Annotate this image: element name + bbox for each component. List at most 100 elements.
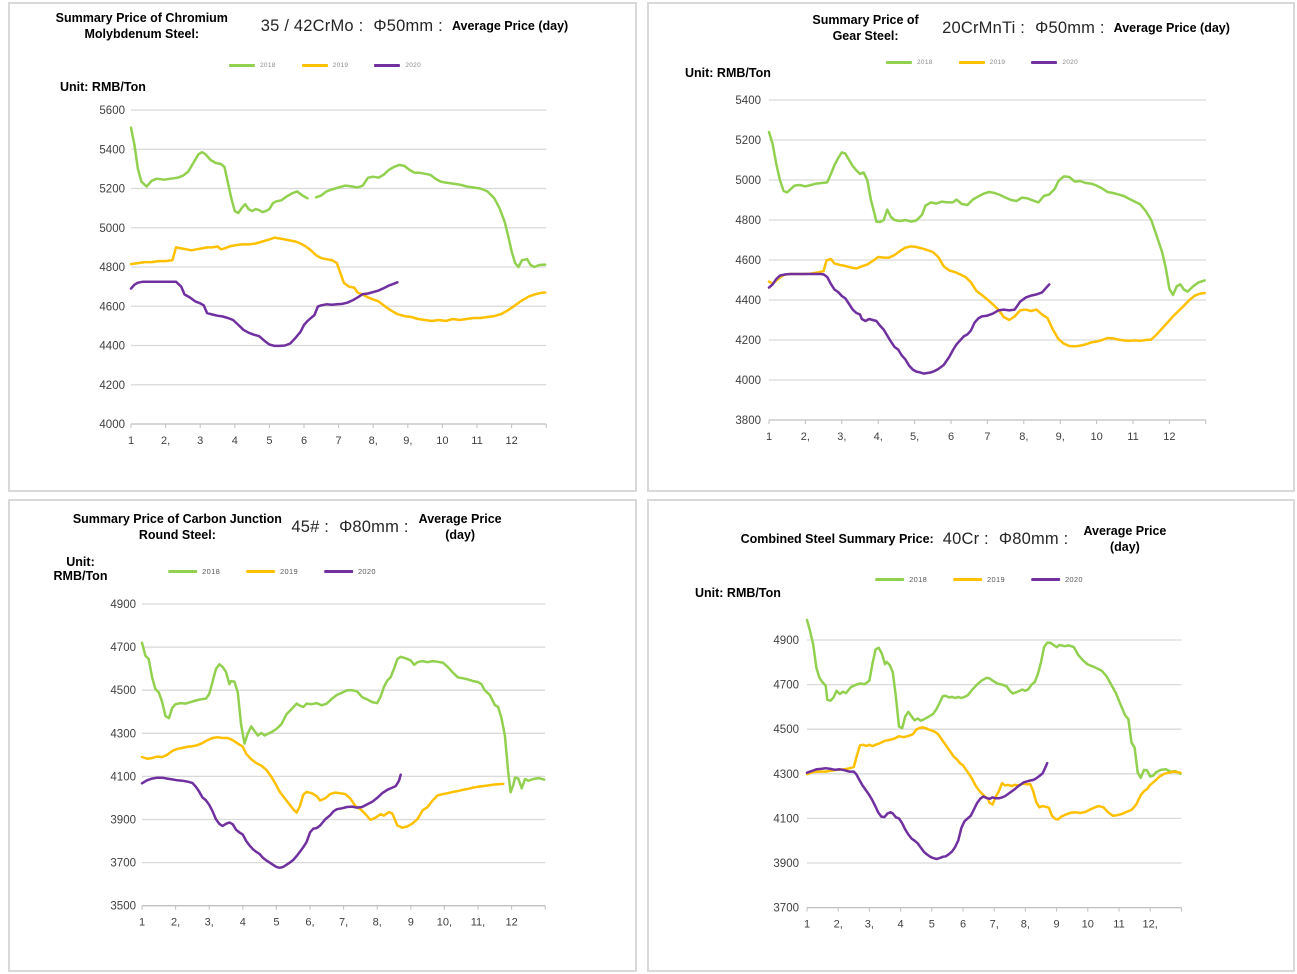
svg-text:4,: 4,	[874, 431, 883, 443]
svg-text:3800: 3800	[735, 415, 761, 427]
chart-panel-combined-steel: Combined Steel Summary Price: 40Cr : Φ80m…	[647, 499, 1295, 972]
svg-text:4000: 4000	[99, 419, 125, 431]
chart-title: Summary Price of Gear Steel: 20CrMnTi :Φ…	[729, 12, 1297, 45]
chart-legend: 2018 2019 2020	[228, 62, 421, 69]
svg-text:3900: 3900	[110, 815, 136, 827]
chart-title-metric: Average Price (day)	[451, 19, 569, 34]
svg-text:5: 5	[273, 917, 279, 929]
svg-text:4400: 4400	[735, 295, 761, 307]
svg-text:9: 9	[408, 917, 414, 929]
legend-line-icon	[301, 64, 328, 67]
svg-text:4: 4	[240, 917, 246, 929]
svg-text:4200: 4200	[735, 335, 761, 347]
legend-item-2018: 2018	[228, 62, 276, 69]
chart-title-spec: 35 / 42CrMo : Φ50mm :	[260, 16, 443, 35]
svg-text:9,: 9,	[1056, 431, 1065, 443]
svg-text:2,: 2,	[834, 919, 843, 931]
svg-text:5000: 5000	[99, 223, 125, 235]
svg-text:4500: 4500	[773, 724, 799, 736]
svg-text:3500: 3500	[110, 901, 136, 913]
svg-text:12,: 12,	[1143, 919, 1158, 931]
svg-text:3,: 3,	[865, 919, 874, 931]
legend-line-icon	[374, 64, 401, 67]
chart-title-metric: Average Price (day)	[418, 512, 502, 543]
chart-title: Summary Price of Carbon Junction Round S…	[10, 511, 565, 544]
svg-text:6: 6	[948, 431, 954, 443]
svg-text:4400: 4400	[99, 341, 125, 353]
svg-text:7,: 7,	[339, 917, 348, 929]
svg-text:11,: 11,	[471, 917, 485, 929]
svg-text:8,: 8,	[373, 917, 382, 929]
svg-text:6: 6	[301, 435, 307, 447]
svg-text:10: 10	[1090, 431, 1102, 443]
chart-title-metric: Average Price (day)	[1083, 524, 1167, 555]
chart-title: Combined Steel Summary Price: 40Cr : Φ80m…	[669, 523, 1244, 556]
svg-text:3,: 3,	[205, 917, 214, 929]
svg-text:5200: 5200	[735, 135, 761, 147]
svg-text:3: 3	[197, 435, 203, 447]
legend-line-icon	[1031, 61, 1058, 64]
svg-text:4: 4	[898, 919, 904, 931]
svg-text:5: 5	[266, 435, 272, 447]
svg-text:4700: 4700	[773, 680, 799, 692]
svg-text:3700: 3700	[110, 858, 136, 870]
svg-text:2,: 2,	[171, 917, 180, 929]
svg-text:5200: 5200	[99, 184, 125, 196]
svg-text:4600: 4600	[735, 255, 761, 267]
chart-title: Summary Price of Chromium Molybdenum Ste…	[20, 10, 580, 43]
svg-text:4200: 4200	[99, 380, 125, 392]
svg-text:9: 9	[1054, 919, 1060, 931]
legend-line-icon	[953, 578, 983, 581]
svg-text:12: 12	[505, 435, 517, 447]
legend-item-2020: 2020	[1030, 575, 1083, 584]
chart-legend: 2018 2019 2020	[885, 59, 1078, 66]
svg-text:8,: 8,	[369, 435, 378, 447]
chart-title-product: Summary Price of Chromium Molybdenum Ste…	[55, 11, 228, 42]
svg-text:1: 1	[766, 431, 772, 443]
chart-panel-carbon-round-steel: Summary Price of Carbon Junction Round S…	[8, 499, 637, 972]
chart-panel-gear-steel: Summary Price of Gear Steel: 20CrMnTi :Φ…	[647, 2, 1295, 492]
legend-item-2019: 2019	[246, 567, 298, 576]
svg-text:3700: 3700	[773, 903, 799, 915]
svg-text:1: 1	[804, 919, 810, 931]
svg-text:10: 10	[1082, 919, 1094, 931]
legend-item-2019: 2019	[301, 62, 349, 69]
unit-label: Unit: RMB/Ton	[695, 586, 781, 600]
legend-line-icon	[323, 570, 353, 573]
svg-text:5400: 5400	[735, 95, 761, 107]
chart-title-product: Summary Price of Carbon Junction Round S…	[72, 512, 282, 543]
svg-text:12: 12	[1163, 431, 1175, 443]
svg-text:11: 11	[1113, 919, 1124, 931]
svg-text:7,: 7,	[990, 919, 999, 931]
svg-text:4000: 4000	[735, 375, 761, 387]
chart-title-metric: Average Price (day)	[1113, 21, 1230, 36]
svg-text:3900: 3900	[773, 858, 799, 870]
svg-text:4800: 4800	[99, 262, 125, 274]
svg-text:7: 7	[984, 431, 990, 443]
legend-item-2020: 2020	[374, 62, 421, 69]
legend-line-icon	[168, 570, 198, 573]
svg-text:4: 4	[232, 435, 238, 447]
legend-line-icon	[958, 61, 985, 64]
svg-text:4500: 4500	[110, 685, 136, 697]
svg-text:4100: 4100	[110, 771, 136, 783]
svg-text:10,: 10,	[437, 917, 452, 929]
legend-item-2020: 2020	[323, 567, 376, 576]
legend-line-icon	[1030, 578, 1060, 581]
svg-text:2,: 2,	[801, 431, 810, 443]
svg-text:9,: 9,	[403, 435, 412, 447]
svg-text:4300: 4300	[773, 769, 799, 781]
svg-text:7: 7	[336, 435, 342, 447]
svg-text:4100: 4100	[773, 813, 799, 825]
legend-item-2018: 2018	[168, 567, 220, 576]
chart-legend: 2018 2019 2020	[168, 567, 376, 576]
svg-text:5600: 5600	[99, 105, 125, 117]
svg-text:1: 1	[128, 435, 134, 447]
legend-line-icon	[228, 64, 255, 67]
legend-item-2019: 2019	[953, 575, 1005, 584]
chart-panel-chromium-molybdenum: Summary Price of Chromium Molybdenum Ste…	[8, 2, 637, 492]
svg-text:2,: 2,	[161, 435, 170, 447]
